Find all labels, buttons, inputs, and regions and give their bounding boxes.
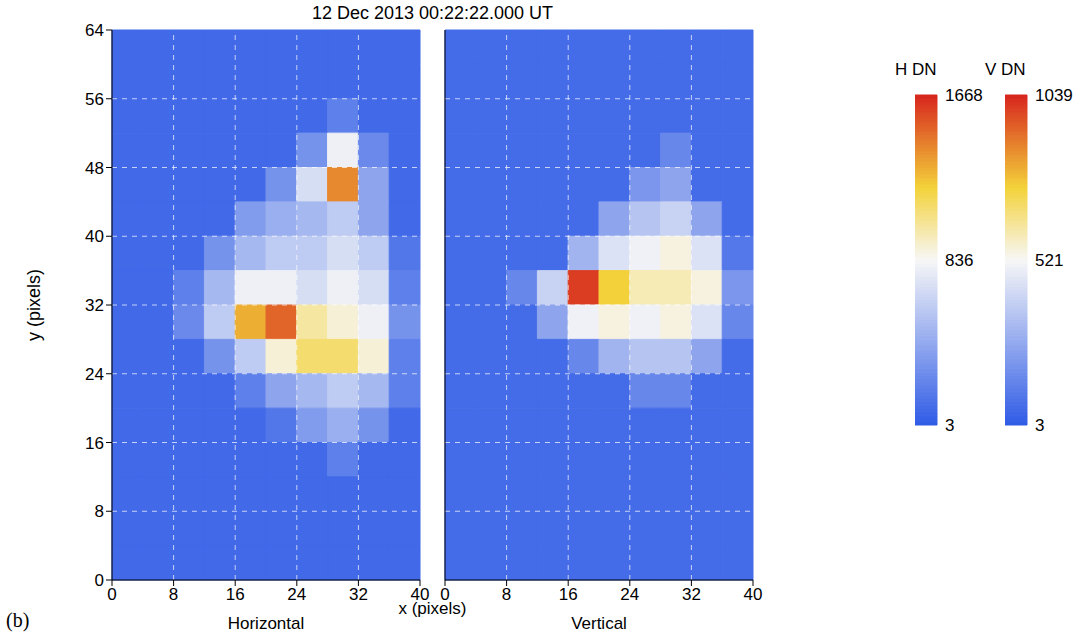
svg-text:24: 24 [620,585,639,604]
svg-text:8: 8 [95,502,104,521]
svg-text:Vertical: Vertical [571,614,627,633]
svg-text:16: 16 [85,434,104,453]
svg-text:8: 8 [502,585,511,604]
svg-text:12 Dec 2013 00:22:22.000 UT: 12 Dec 2013 00:22:22.000 UT [312,3,553,23]
svg-text:y (pixels): y (pixels) [24,269,44,341]
svg-text:1668: 1668 [945,86,983,105]
svg-text:0: 0 [440,585,449,604]
svg-text:48: 48 [85,159,104,178]
svg-text:56: 56 [85,90,104,109]
svg-text:32: 32 [682,585,701,604]
svg-text:8: 8 [169,585,178,604]
svg-text:40: 40 [744,585,763,604]
svg-text:Horizontal: Horizontal [228,614,305,633]
svg-text:1039: 1039 [1035,86,1073,105]
svg-text:(b): (b) [6,609,29,632]
svg-text:40: 40 [85,227,104,246]
svg-text:24: 24 [287,585,306,604]
svg-text:836: 836 [945,251,973,270]
svg-text:16: 16 [559,585,578,604]
svg-text:32: 32 [349,585,368,604]
svg-text:64: 64 [85,22,104,40]
svg-text:x (pixels): x (pixels) [398,599,466,618]
svg-text:3: 3 [1035,416,1044,435]
svg-text:16: 16 [226,585,245,604]
svg-text:0: 0 [107,585,116,604]
svg-text:3: 3 [945,416,954,435]
svg-text:521: 521 [1035,251,1063,270]
svg-text:24: 24 [85,365,104,384]
svg-text:V DN: V DN [985,60,1026,79]
svg-text:H DN: H DN [895,60,937,79]
svg-text:0: 0 [95,571,104,590]
svg-text:40: 40 [411,585,430,604]
svg-text:32: 32 [85,296,104,315]
